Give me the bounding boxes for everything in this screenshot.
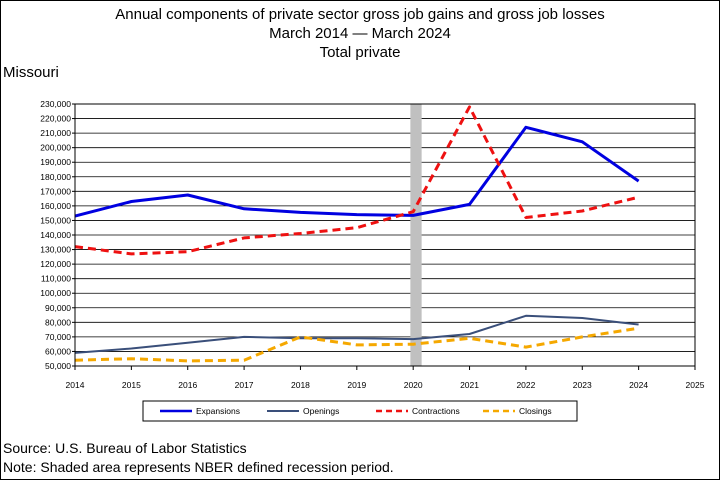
legend-label-contractions: Contractions [412, 406, 460, 416]
source-note: Source: U.S. Bureau of Labor Statistics [3, 440, 247, 456]
chart-subtitle-sector: Total private [319, 44, 401, 61]
legend-label-closings: Closings [519, 406, 552, 416]
chart-title: Annual components of private sector gros… [115, 6, 605, 23]
x-tick-label: 2019 [347, 380, 366, 390]
recession-band [410, 104, 422, 366]
recession-shading [410, 104, 422, 366]
y-axis-ticks: 50,000 60,000 70,000 80,000 90,000 100,000 110… [40, 99, 75, 371]
x-tick-label: 2023 [573, 380, 592, 390]
gridlines [75, 103, 695, 367]
series-line-expansions [74, 125, 640, 218]
series-line-contractions [74, 105, 639, 256]
x-tick-label: 2016 [178, 380, 197, 390]
legend: Expansions Openings Contractions Closings [142, 400, 578, 422]
series-line-closings [74, 326, 639, 363]
legend-label-openings: Openings [303, 406, 339, 416]
legend-box [142, 400, 578, 422]
x-tick-label: 2021 [460, 380, 479, 390]
y-tick-label: 110,000 [41, 274, 71, 284]
x-tick-label: 2015 [122, 380, 141, 390]
x-tick-label: 2017 [235, 380, 254, 390]
y-tick-label: 120,000 [40, 259, 71, 269]
x-tick-label: 2024 [629, 380, 648, 390]
y-tick-label: 50,000 [45, 361, 71, 371]
y-tick-label: 90,000 [45, 303, 71, 313]
y-tick-label: 80,000 [45, 317, 71, 327]
y-tick-label: 190,000 [40, 157, 71, 167]
series-line-openings [74, 314, 639, 354]
y-tick-label: 130,000 [40, 245, 71, 255]
state-label: Missouri [3, 64, 59, 81]
x-tick-label: 2022 [516, 380, 535, 390]
y-tick-label: 60,000 [45, 346, 71, 356]
y-tick-label: 230,000 [40, 99, 71, 109]
y-tick-label: 70,000 [45, 332, 71, 342]
y-tick-label: 140,000 [40, 230, 71, 240]
y-tick-label: 170,000 [40, 186, 71, 196]
x-axis-ticks: 2014 2015 2016 2017 2018 2019 2020 2021 2022 2023… [66, 366, 705, 390]
x-tick-label: 2014 [66, 380, 85, 390]
y-tick-label: 210,000 [40, 128, 71, 138]
series-lines [74, 105, 640, 363]
y-tick-label: 180,000 [40, 172, 71, 182]
y-tick-label: 150,000 [40, 215, 71, 225]
x-tick-label: 2025 [686, 380, 705, 390]
y-tick-label: 200,000 [40, 143, 71, 153]
y-tick-label: 160,000 [40, 201, 71, 211]
y-tick-label: 220,000 [40, 114, 71, 124]
recession-note: Note: Shaded area represents NBER define… [3, 459, 394, 475]
y-tick-label: 100,000 [40, 288, 71, 298]
x-tick-label: 2020 [404, 380, 423, 390]
legend-label-expansions: Expansions [196, 406, 240, 416]
chart-subtitle-period: March 2014 — March 2024 [269, 25, 451, 42]
x-tick-label: 2018 [291, 380, 310, 390]
